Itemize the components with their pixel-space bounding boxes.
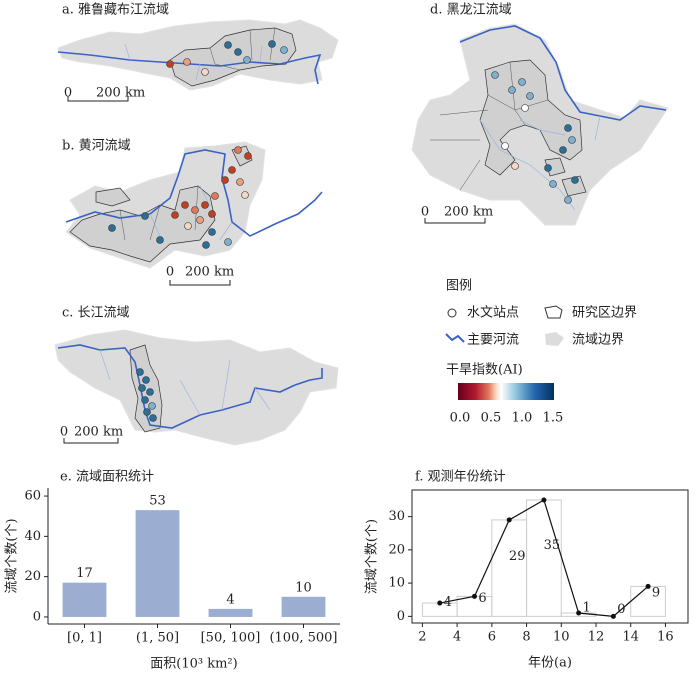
value-label: 4 xyxy=(226,592,234,607)
chart-title: f. 观测年份统计 xyxy=(415,470,506,485)
colorbar-tick: 1.5 xyxy=(543,411,564,426)
colorbar-tick: 0.5 xyxy=(481,411,502,426)
y-tick-label: 20 xyxy=(24,569,41,584)
value-label: 53 xyxy=(149,494,166,509)
colorbar-tick: 1.0 xyxy=(512,411,533,426)
histogram-bar xyxy=(526,499,562,617)
legend: 图例 水文站点 研究区边界 主要河流 流域边界 干旱指数(AI) 0.0 0.5… xyxy=(445,279,637,426)
legend-icon xyxy=(447,308,457,318)
scale-label: 200 km xyxy=(74,425,123,440)
y-tick-label: 20 xyxy=(388,542,405,557)
value-label: 10 xyxy=(295,580,312,595)
x-tick-label: 2 xyxy=(418,630,426,645)
scale-label: 0 xyxy=(60,425,68,440)
scale-label: 200 km xyxy=(96,86,145,101)
bar xyxy=(62,582,107,617)
y-tick-label: 0 xyxy=(33,609,41,624)
colorbar xyxy=(458,383,554,400)
scale-label: 0 xyxy=(421,205,429,220)
value-label: 29 xyxy=(509,549,526,564)
x-tick-label: 12 xyxy=(588,630,605,645)
scale-label: 200 km xyxy=(444,205,493,220)
map-b: b. 黄河流域 0 200 km xyxy=(62,139,323,286)
bar xyxy=(281,596,326,617)
x-tick-label: [50, 100] xyxy=(201,631,261,646)
y-tick-label: 0 xyxy=(397,609,405,624)
y-tick-label: 40 xyxy=(24,529,41,544)
y-axis-label: 流域个数(个) xyxy=(5,518,20,593)
x-tick-label: 16 xyxy=(657,630,674,645)
x-tick-label: 8 xyxy=(522,630,530,645)
map-d: d. 黑龙江流域 0 200 km xyxy=(411,3,669,226)
legend-icon xyxy=(545,332,564,346)
histogram-bar xyxy=(456,595,493,617)
y-tick-label: 30 xyxy=(388,509,405,524)
map-title: a. 雅鲁藏布江流域 xyxy=(62,3,169,18)
scale-label: 200 km xyxy=(185,265,234,280)
legend-label: 流域边界 xyxy=(572,333,624,348)
point xyxy=(576,610,582,616)
line xyxy=(439,499,649,617)
y-tick-label: 10 xyxy=(388,576,405,591)
value-label: 0 xyxy=(617,602,625,617)
x-tick-label: 4 xyxy=(453,630,461,645)
value-label: 35 xyxy=(544,538,561,553)
x-tick-label: 10 xyxy=(553,630,570,645)
histogram-bar xyxy=(491,519,528,617)
map-title: d. 黑龙江流域 xyxy=(430,3,512,18)
scale-label: 0 xyxy=(64,86,72,101)
point xyxy=(645,583,651,589)
map-c: c. 长江流域 0 200 km xyxy=(54,306,339,446)
point xyxy=(471,593,477,599)
map-a: a. 雅鲁藏布江流域 0 200 km xyxy=(57,3,339,102)
plot-frame xyxy=(411,489,689,624)
y-axis-label: 流域个数(个) xyxy=(365,519,380,594)
scale-label: 0 xyxy=(166,265,174,280)
x-tick-label: [0, 1] xyxy=(67,631,102,646)
colorbar-tick: 0.0 xyxy=(450,411,471,426)
point xyxy=(437,600,443,606)
x-tick-label: 6 xyxy=(488,630,496,645)
value-label: 1 xyxy=(583,600,591,615)
histogram-bar xyxy=(630,585,666,617)
legend-label: 水文站点 xyxy=(467,306,519,321)
point xyxy=(541,497,547,503)
stations xyxy=(136,368,157,422)
value-label: 4 xyxy=(444,595,452,610)
legend-title: 图例 xyxy=(446,279,472,294)
y-tick-label: 60 xyxy=(24,489,41,504)
x-axis-label: 面积(10³ km²) xyxy=(150,657,237,672)
stations xyxy=(108,146,252,249)
legend-icon xyxy=(544,305,563,319)
x-tick-label: (1, 50] xyxy=(136,631,179,646)
legend-label: 主要河流 xyxy=(467,333,519,348)
stations xyxy=(491,71,579,204)
bar xyxy=(208,608,253,617)
legend-icon xyxy=(445,333,465,343)
value-label: 17 xyxy=(76,566,93,581)
bar xyxy=(135,510,180,617)
chart-title: e. 流域面积统计 xyxy=(60,470,154,485)
point xyxy=(506,517,512,523)
map-title: c. 长江流域 xyxy=(62,306,130,321)
point xyxy=(610,613,616,619)
legend-label: 研究区边界 xyxy=(572,306,637,321)
map-title: b. 黄河流域 xyxy=(62,139,131,154)
value-label: 9 xyxy=(652,586,660,601)
x-tick-label: 14 xyxy=(622,630,639,645)
value-label: 6 xyxy=(478,591,486,606)
x-axis-label: 年份(a) xyxy=(528,656,572,671)
x-tick-label: (100, 500] xyxy=(269,631,337,646)
colorbar-title: 干旱指数(AI) xyxy=(446,363,523,378)
